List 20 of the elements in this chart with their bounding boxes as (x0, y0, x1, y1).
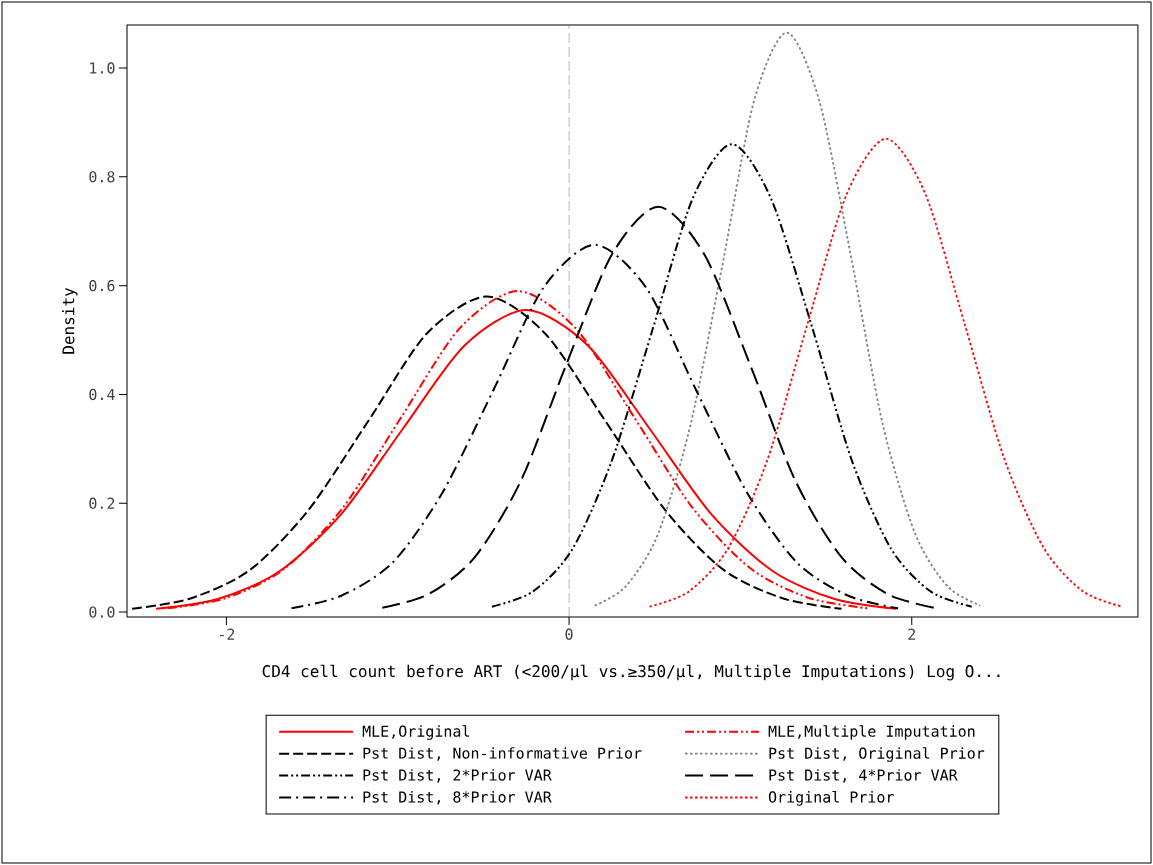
legend-label: Pst Dist, 4*Prior VAR (769, 769, 958, 783)
legend-label: MLE,Multiple Imputation (768, 725, 975, 740)
line-series (593, 31, 982, 607)
y-tick-label: 0.8 (89, 171, 115, 183)
legend-label: Pst Dist, Original Prior (769, 747, 985, 762)
legend-label: Pst Dist, 8*Prior VAR (363, 791, 552, 805)
legend-label: MLE,Original (362, 725, 470, 740)
x-tick-label: 0 (565, 628, 573, 640)
x-tick-label: -2 (219, 628, 235, 640)
y-tick-label: 0.0 (89, 606, 115, 618)
y-tick-label: 0.4 (89, 388, 115, 401)
x-tick-label: 2 (908, 628, 915, 640)
legend-label: Pst Dist, Non-informative Prior (363, 747, 642, 761)
legend-label: Original Prior (768, 791, 894, 806)
y-axis-title: Density (62, 287, 78, 354)
y-tick-label: 0.2 (89, 497, 115, 509)
y-tick-label: 0.6 (89, 279, 115, 292)
y-tick-label: 1.0 (90, 62, 115, 74)
legend-label: Pst Dist, 2*Prior VAR (363, 769, 552, 783)
x-axis-title: CD4 cell count before ART (<200/μl vs.≥350/μl, Multiple Imputations) Log O... (262, 664, 1000, 681)
